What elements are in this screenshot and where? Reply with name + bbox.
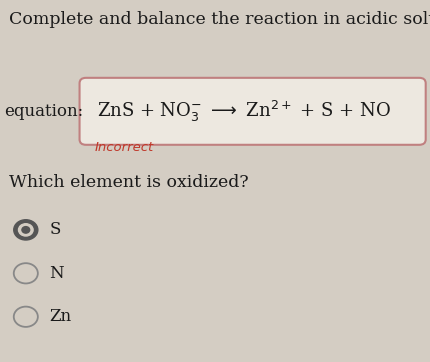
Circle shape xyxy=(14,220,38,240)
Text: Which element is oxidized?: Which element is oxidized? xyxy=(9,174,248,191)
Text: S: S xyxy=(49,222,61,238)
Text: Zn: Zn xyxy=(49,308,71,325)
Text: N: N xyxy=(49,265,64,282)
Circle shape xyxy=(22,227,30,233)
Text: ZnS + NO$_3^{-}$ $\longrightarrow$ Zn$^{2+}$ + S + NO: ZnS + NO$_3^{-}$ $\longrightarrow$ Zn$^{… xyxy=(97,99,391,124)
Circle shape xyxy=(18,224,33,236)
Text: Incorrect: Incorrect xyxy=(95,141,154,154)
Text: Complete and balance the reaction in acidic solution.: Complete and balance the reaction in aci… xyxy=(9,11,430,28)
Text: equation:: equation: xyxy=(4,103,83,120)
FancyBboxPatch shape xyxy=(80,78,426,145)
